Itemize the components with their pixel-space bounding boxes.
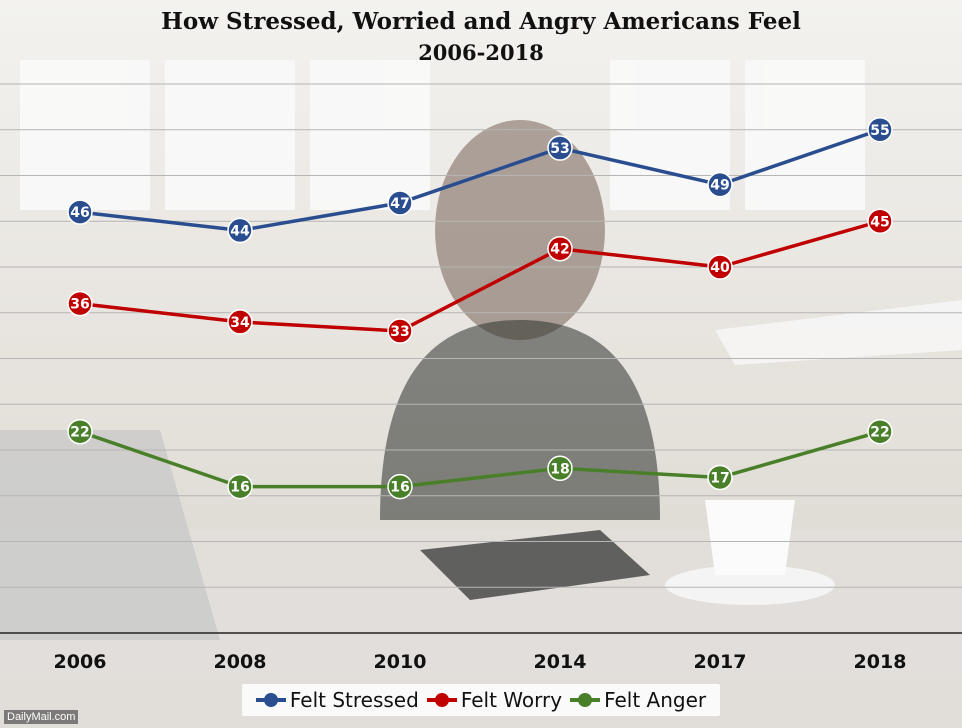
- data-point: [387, 190, 413, 216]
- legend-item: Felt Stressed: [255, 688, 419, 712]
- data-label: 33: [390, 324, 409, 340]
- data-point: [867, 117, 893, 143]
- data-point: [67, 199, 93, 225]
- legend: Felt Stressed Felt Worry Felt Anger: [0, 684, 962, 716]
- x-tick-label: 2008: [214, 651, 267, 673]
- series-points: 46 44 47 53 49 55 36 34 33 42 40 45 22 16 16 18 17 22: [67, 117, 893, 500]
- watermark: DailyMail.com: [4, 710, 79, 724]
- data-label: 53: [550, 141, 569, 157]
- data-point: [867, 418, 893, 445]
- data-label: 16: [390, 480, 409, 496]
- data-point: [707, 171, 733, 198]
- legend-swatch: [570, 693, 601, 707]
- x-axis-ticks: 2006 2008 2010 2014 2017 2018: [54, 651, 907, 673]
- legend-label: Felt Stressed: [289, 688, 419, 712]
- data-label: 22: [870, 425, 889, 441]
- chart-subtitle: 2006-2018: [418, 40, 544, 65]
- data-label: 22: [70, 425, 89, 441]
- series-lines: [79, 128, 881, 489]
- data-label: 36: [70, 297, 89, 313]
- data-label: 16: [230, 480, 249, 496]
- data-label: 47: [390, 196, 409, 212]
- data-point: [547, 135, 573, 161]
- x-tick-label: 2010: [374, 651, 427, 673]
- data-point: [707, 254, 733, 280]
- data-label: 42: [550, 242, 569, 258]
- legend-swatch: [426, 693, 457, 707]
- data-label: 44: [230, 223, 250, 239]
- data-point: [867, 208, 893, 234]
- data-label: 45: [870, 214, 889, 230]
- data-point: [387, 473, 413, 500]
- data-label: 34: [230, 315, 250, 331]
- legend-label: Felt Worry: [460, 688, 563, 712]
- legend-box: Felt Stressed Felt Worry Felt Anger: [241, 684, 721, 716]
- legend-label: Felt Anger: [604, 688, 707, 712]
- data-point: [227, 309, 253, 335]
- data-point: [67, 290, 93, 317]
- data-point: [547, 455, 573, 482]
- x-tick-label: 2018: [854, 651, 907, 673]
- series-line-0: [79, 128, 881, 233]
- data-point: [67, 418, 93, 445]
- chart-title: How Stressed, Worried and Angry American…: [161, 8, 801, 35]
- data-label: 18: [550, 461, 569, 477]
- legend-marker: [578, 693, 593, 707]
- gridlines: [0, 83, 962, 634]
- x-tick-label: 2014: [534, 651, 587, 673]
- data-point: [547, 235, 573, 262]
- legend-item: Felt Worry: [426, 688, 563, 712]
- data-label: 40: [710, 260, 730, 276]
- data-label: 55: [870, 123, 889, 139]
- legend-swatch: [255, 693, 286, 707]
- data-point: [707, 464, 733, 491]
- legend-marker: [263, 693, 278, 707]
- data-point: [227, 473, 253, 500]
- data-point: [227, 217, 253, 244]
- data-label: 17: [710, 470, 729, 486]
- series-line-2: [79, 430, 881, 489]
- x-tick-label: 2006: [54, 651, 107, 673]
- data-label: 46: [70, 205, 89, 221]
- legend-item: Felt Anger: [570, 688, 706, 712]
- data-point: [387, 318, 413, 344]
- x-tick-label: 2017: [694, 651, 747, 673]
- legend-marker: [434, 693, 449, 707]
- series-line-1: [79, 219, 881, 333]
- data-label: 49: [710, 178, 729, 194]
